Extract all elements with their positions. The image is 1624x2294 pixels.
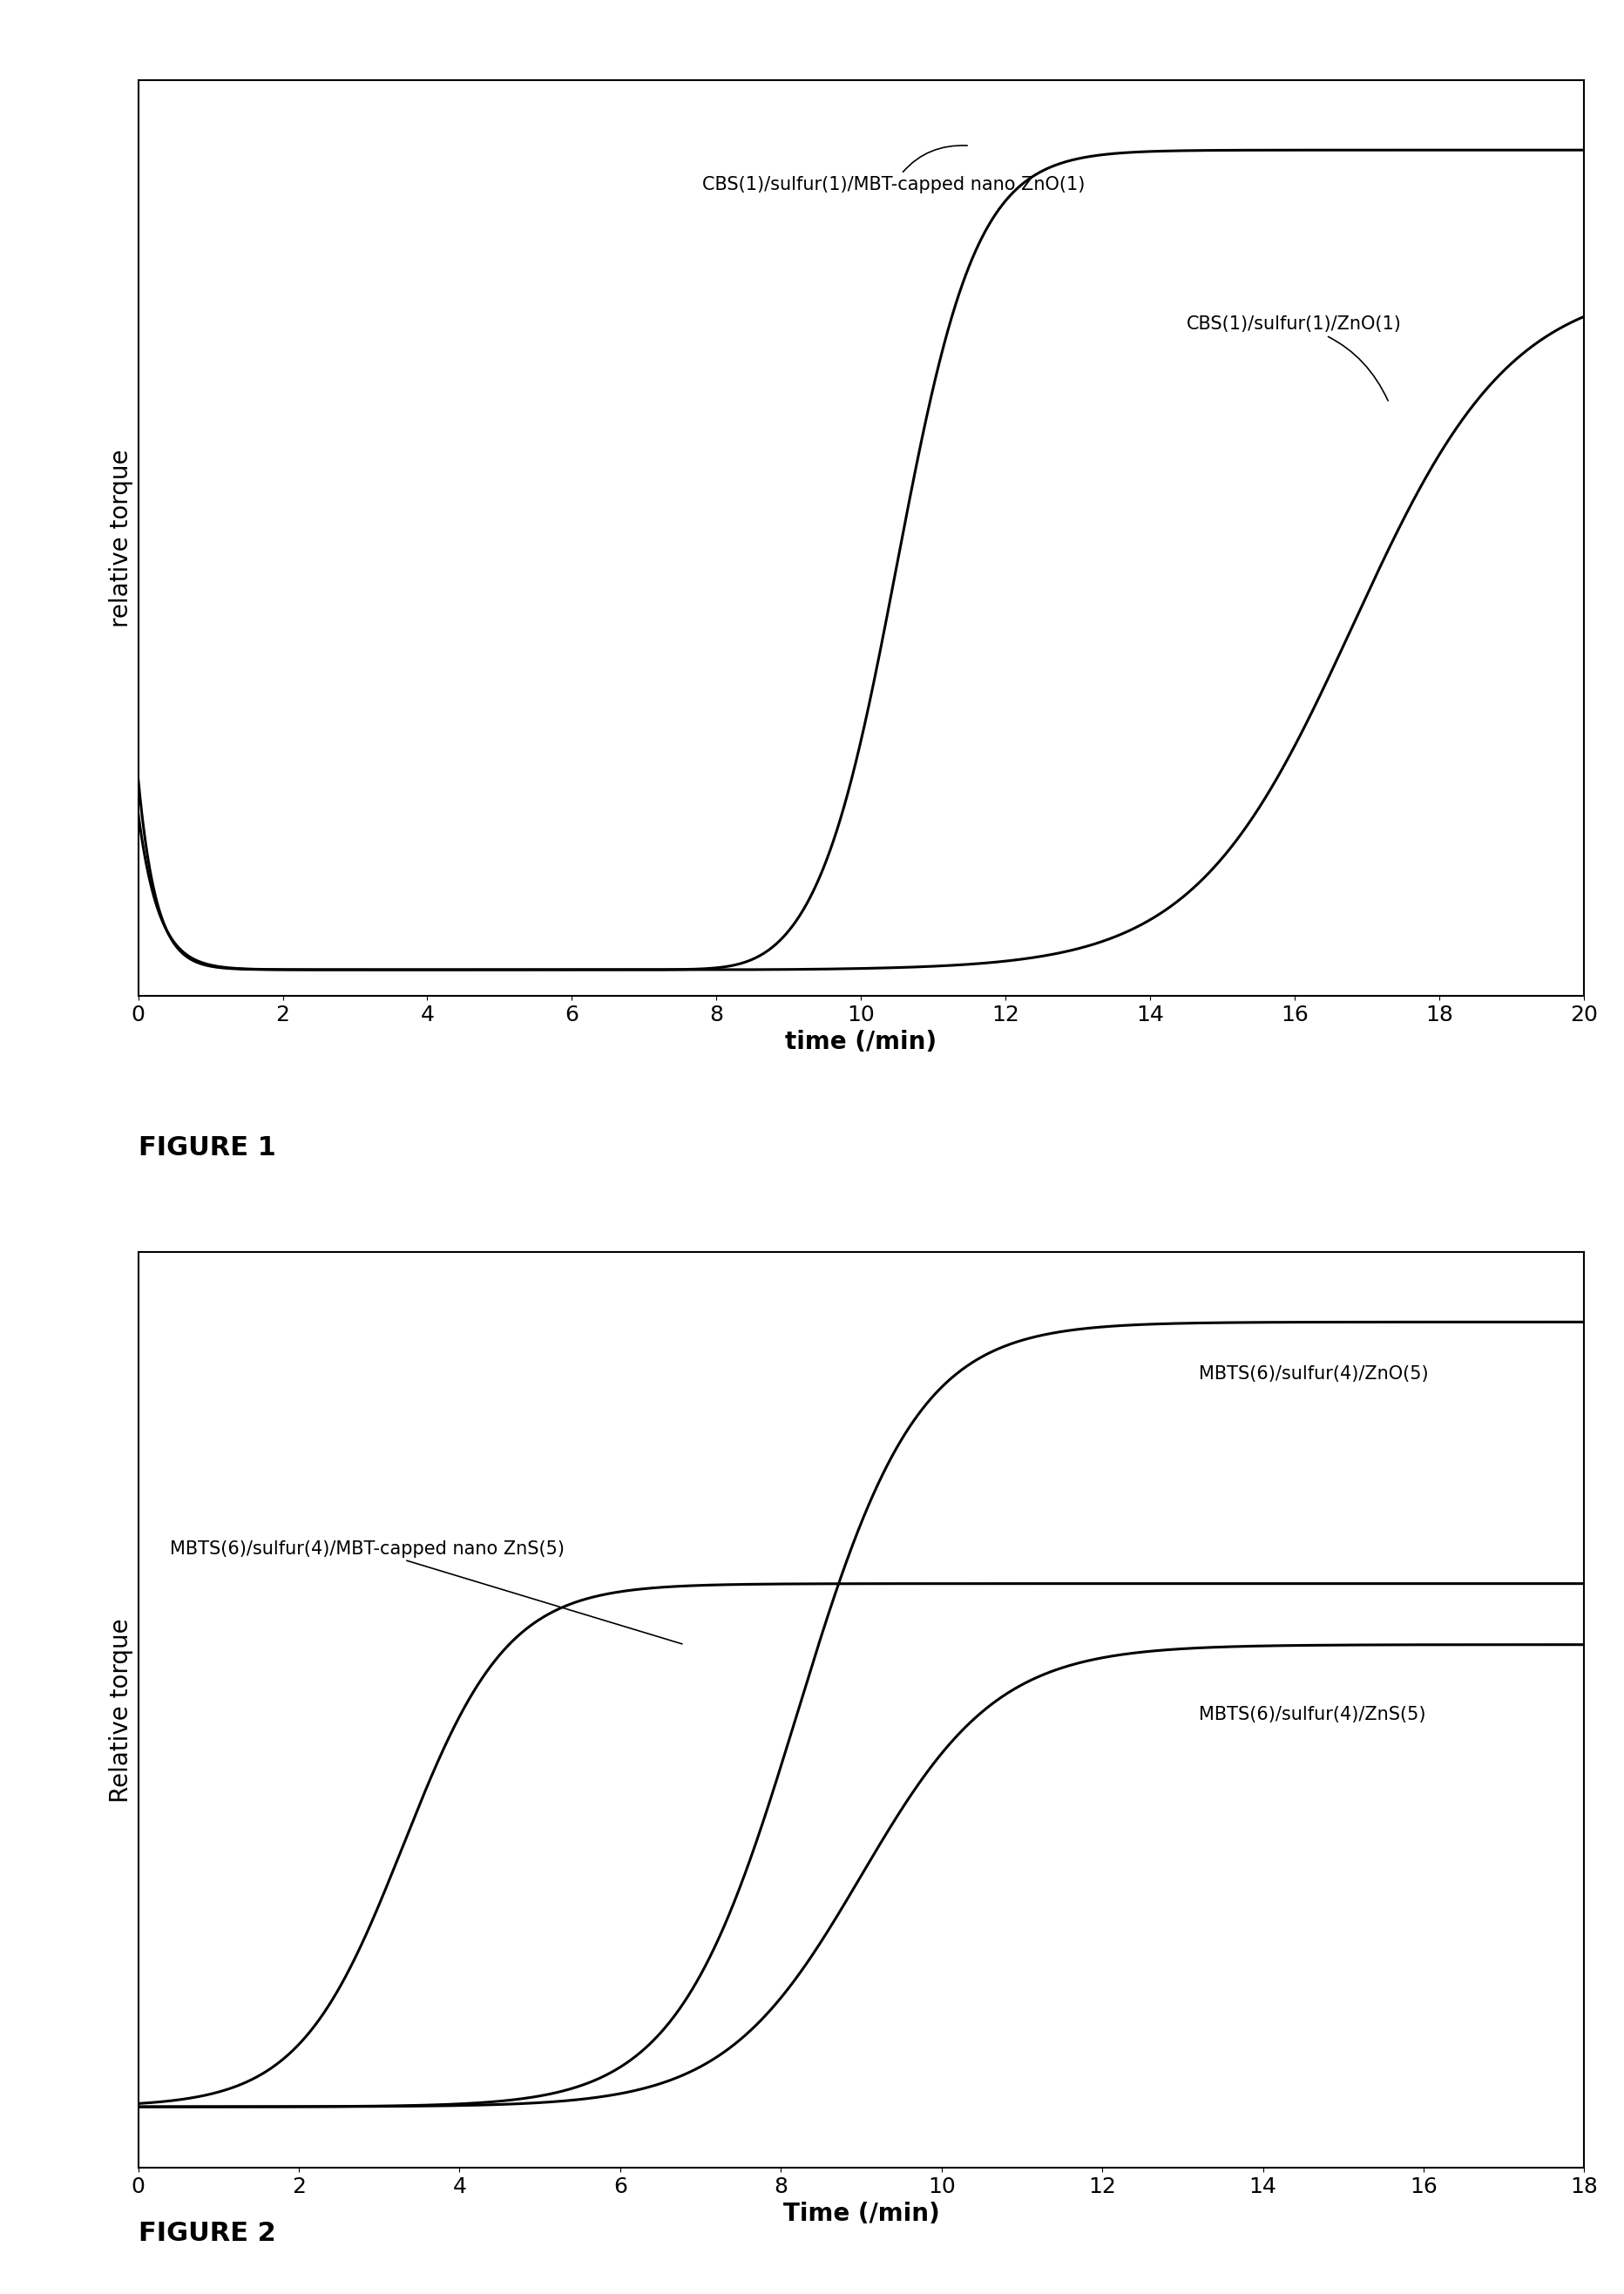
Y-axis label: relative torque: relative torque <box>109 450 133 626</box>
Text: CBS(1)/sulfur(1)/MBT-capped nano ZnO(1): CBS(1)/sulfur(1)/MBT-capped nano ZnO(1) <box>702 145 1085 193</box>
Text: MBTS(6)/sulfur(4)/ZnS(5): MBTS(6)/sulfur(4)/ZnS(5) <box>1199 1707 1424 1723</box>
X-axis label: Time (/min): Time (/min) <box>783 2202 939 2227</box>
X-axis label: time (/min): time (/min) <box>784 1030 937 1055</box>
Text: MBTS(6)/sulfur(4)/ZnO(5): MBTS(6)/sulfur(4)/ZnO(5) <box>1199 1365 1427 1383</box>
Y-axis label: Relative torque: Relative torque <box>109 1617 133 1803</box>
Text: FIGURE 1: FIGURE 1 <box>138 1136 276 1161</box>
Text: CBS(1)/sulfur(1)/ZnO(1): CBS(1)/sulfur(1)/ZnO(1) <box>1186 317 1402 401</box>
Text: FIGURE 2: FIGURE 2 <box>138 2221 276 2246</box>
Text: MBTS(6)/sulfur(4)/MBT-capped nano ZnS(5): MBTS(6)/sulfur(4)/MBT-capped nano ZnS(5) <box>171 1539 682 1645</box>
